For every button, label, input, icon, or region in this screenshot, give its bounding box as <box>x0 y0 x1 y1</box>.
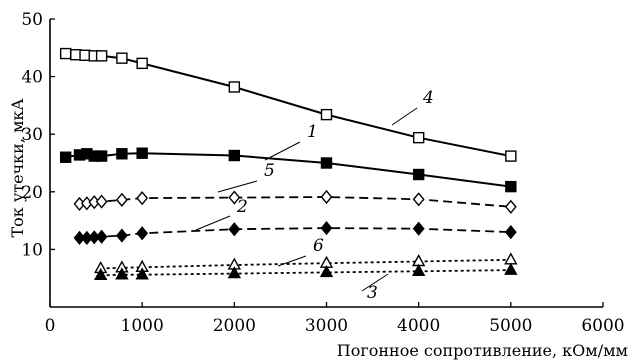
series-3-point <box>94 267 108 281</box>
curve-leader-line-5 <box>217 180 258 193</box>
x-tick-label: 1000 <box>121 316 164 336</box>
series-5-point <box>115 192 128 207</box>
y-tick-label: 20 <box>21 183 43 203</box>
series-4-point <box>70 49 82 61</box>
x-axis-title: Погонное сопротивление, кОм/мм <box>337 341 628 360</box>
series-5-point <box>228 190 241 205</box>
series-1-point <box>95 150 108 162</box>
y-axis-title: Ток утечки, мкА <box>8 98 27 237</box>
curve-leader-line-1 <box>264 141 301 161</box>
x-tick-label: 2000 <box>213 316 256 336</box>
series-4-point <box>59 47 72 60</box>
series-3-point <box>227 266 242 279</box>
curve-label-3: 3 <box>367 283 378 303</box>
y-tick-label: 50 <box>21 10 43 30</box>
series-3-point <box>115 267 129 280</box>
series-line-3 <box>100 269 511 277</box>
series-4-point <box>79 49 91 61</box>
series-5-point <box>136 191 149 206</box>
x-tick-label: 6000 <box>581 316 624 336</box>
series-2-point <box>412 221 425 236</box>
curve-label-6: 6 <box>313 236 324 256</box>
y-tick-label: 30 <box>21 125 43 145</box>
series-4-point <box>136 57 148 70</box>
series-4-point <box>116 52 128 64</box>
series-2-point <box>504 225 517 240</box>
curve-leader-line-2 <box>195 215 231 231</box>
curve-label-1: 1 <box>307 122 318 142</box>
y-tick-label: 10 <box>21 240 43 260</box>
series-3-point <box>504 262 518 275</box>
series-6-point <box>504 252 518 265</box>
plot-lines <box>65 52 511 277</box>
curve-label-4: 4 <box>422 88 434 108</box>
x-tick-label: 4000 <box>397 316 440 336</box>
curve-labels: 4 1 52 6 3 <box>195 88 434 303</box>
series-2-point <box>228 222 241 237</box>
series-1-point <box>116 148 128 160</box>
series-4-point <box>228 81 241 93</box>
series-1-point <box>136 147 148 159</box>
tick-labels: 0 1000 2000 3000 4000 5000 6000 10 20 30 40 50 <box>21 10 624 336</box>
curve-label-2: 2 <box>236 197 248 217</box>
series-4-point <box>320 108 333 121</box>
series-2-point <box>95 229 108 244</box>
curve-label-5: 5 <box>264 161 275 181</box>
series-2-point <box>320 220 333 236</box>
series-4-point <box>412 131 425 144</box>
axes <box>49 18 604 308</box>
plot-markers <box>59 47 518 281</box>
series-1-point <box>228 149 241 162</box>
series-3-point <box>135 267 149 280</box>
series-1-point <box>412 168 425 181</box>
x-tick-label: 5000 <box>489 316 532 336</box>
curve-leader-line-4 <box>391 107 418 126</box>
series-2-point <box>136 226 149 241</box>
x-tick-label: 3000 <box>305 316 348 336</box>
x-tick-label: 0 <box>45 316 56 336</box>
y-tick-label: 40 <box>21 68 43 88</box>
series-5-point <box>412 192 425 207</box>
series-1-point <box>505 180 517 193</box>
series-4-point <box>505 150 517 162</box>
series-line-6 <box>100 258 511 270</box>
series-5-point <box>504 199 517 214</box>
series-5-point <box>95 194 108 209</box>
series-4-point <box>95 50 108 62</box>
series-2-point <box>115 228 128 243</box>
series-1-point <box>320 157 333 169</box>
series-3-point <box>319 264 334 278</box>
series-line-1 <box>65 152 511 188</box>
curve-leader-line-6 <box>277 255 307 267</box>
series-5-point <box>320 189 333 205</box>
curve-leader-line-3 <box>361 273 389 292</box>
series-1-point <box>59 151 72 163</box>
series-3-point <box>411 263 426 276</box>
series-line-4 <box>65 52 511 158</box>
